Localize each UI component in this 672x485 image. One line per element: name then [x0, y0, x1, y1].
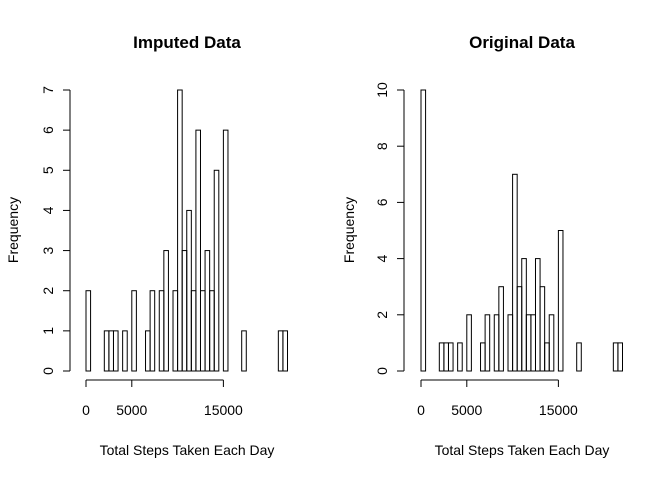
y-tick-label: 6	[40, 126, 56, 134]
y-axis-label: Frequency	[5, 197, 21, 263]
x-tick-label: 0	[417, 402, 425, 418]
histogram-bar	[525, 314, 532, 372]
histogram-bar	[209, 290, 215, 372]
y-axis: 0 1 2 3 4 5 6 7	[40, 86, 71, 375]
y-tick-label: 8	[374, 142, 390, 150]
panel-original: Original Data Frequency Total Steps Take…	[341, 33, 623, 458]
y-tick-label: 3	[40, 246, 56, 254]
histogram-bar	[539, 286, 546, 372]
x-tick-label: 15000	[204, 402, 243, 418]
y-tick-label: 10	[374, 82, 390, 98]
x-axis: 0 5000 15000	[82, 379, 243, 418]
histogram-bar	[172, 290, 179, 372]
y-tick-label: 4	[40, 206, 56, 214]
y-tick-label: 6	[374, 198, 390, 206]
x-tick-label: 15000	[539, 402, 578, 418]
histogram-bar	[557, 230, 564, 372]
histogram-bar	[241, 330, 247, 372]
x-tick-label: 0	[82, 402, 90, 418]
y-tick-label: 2	[40, 287, 56, 295]
histogram-bar	[103, 330, 110, 372]
histogram-bar	[204, 250, 211, 372]
histogram-bar	[534, 258, 541, 372]
histogram-bar	[277, 330, 284, 372]
histogram-bar	[181, 250, 188, 372]
panel-imputed: Imputed Data Frequency Total Steps Taken…	[5, 33, 289, 458]
histogram-bar	[544, 342, 550, 372]
bar-group	[85, 89, 289, 372]
histogram-bar	[149, 290, 156, 372]
x-axis: 0 5000 15000	[417, 379, 578, 418]
y-tick-label: 2	[374, 311, 390, 319]
histogram-bar	[222, 129, 229, 372]
histogram-bar	[443, 342, 449, 372]
y-tick-label: 4	[374, 254, 390, 262]
x-tick-label: 5000	[451, 402, 482, 418]
histogram-bar	[612, 342, 619, 372]
x-axis-label: Total Steps Taken Each Day	[435, 442, 610, 458]
histogram-bar	[530, 314, 536, 372]
y-axis: 0 2 4 6 8 10	[374, 82, 405, 375]
histogram-bar	[484, 314, 491, 372]
x-tick-label: 5000	[116, 402, 147, 418]
histogram-bar	[498, 286, 504, 372]
histogram-bar	[177, 89, 183, 372]
histogram-bar	[516, 286, 523, 372]
histogram-bar	[548, 314, 555, 372]
panel-title: Imputed Data	[133, 33, 241, 52]
histogram-bar	[190, 290, 197, 372]
x-axis-label: Total Steps Taken Each Day	[100, 442, 275, 458]
histogram-bar	[163, 250, 169, 372]
histogram-bar	[131, 290, 137, 372]
histogram-bar	[576, 342, 582, 372]
histogram-bar	[186, 209, 192, 372]
histogram-bar	[195, 129, 201, 372]
y-tick-label: 0	[374, 367, 390, 375]
histogram-bar	[420, 89, 427, 372]
y-axis-label: Frequency	[341, 197, 357, 263]
panel-title: Original Data	[469, 33, 575, 52]
histogram-bar	[122, 330, 128, 372]
histogram-bar	[521, 258, 527, 372]
histogram-bar	[213, 169, 220, 372]
histogram-bar	[282, 330, 289, 372]
histogram-bar	[507, 314, 514, 372]
histogram-bar	[466, 314, 472, 372]
histogram-bar	[112, 330, 119, 372]
histogram-bar	[480, 342, 486, 372]
histogram-bar	[447, 342, 454, 372]
histogram-bar	[438, 342, 445, 372]
histogram-bar	[617, 342, 623, 372]
histogram-bar	[457, 342, 463, 372]
histogram-bar	[158, 290, 165, 372]
y-tick-label: 5	[40, 166, 56, 174]
y-tick-label: 1	[40, 327, 56, 335]
histogram-bar	[85, 290, 92, 372]
histogram-bar	[108, 330, 114, 372]
y-tick-label: 7	[40, 86, 56, 94]
y-tick-label: 0	[40, 367, 56, 375]
histogram-bar	[145, 330, 151, 372]
histogram-bar	[512, 173, 518, 372]
bar-group	[420, 89, 623, 372]
histogram-bar	[199, 290, 206, 372]
histogram-bar	[493, 314, 500, 372]
